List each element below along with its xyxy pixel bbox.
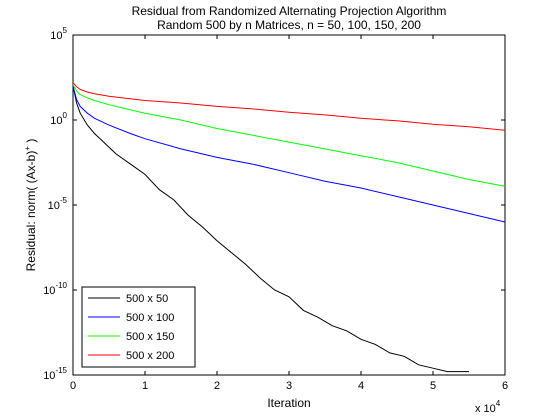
y-tick-label-1: 100 xyxy=(50,111,67,127)
x-axis-multiplier-exp: 4 xyxy=(496,399,501,408)
y-axis-label-main: Residual: norm( (Ax-b) xyxy=(24,151,38,272)
legend-label-2: 500 x 150 xyxy=(126,331,174,343)
y-tick-label-0: 105 xyxy=(50,26,67,42)
series-line-3 xyxy=(72,82,506,131)
y-tick-label-4: 10-15 xyxy=(43,366,67,382)
chart-subtitle: Random 500 by n Matrices, n = 50, 100, 1… xyxy=(157,18,421,32)
y-tick-label-2: 10-5 xyxy=(48,196,68,212)
legend-items: 500 x 50 500 x 100 500 x 150 500 x 200 xyxy=(88,293,174,362)
x-axis-ticks: 0 1 2 3 4 5 6 xyxy=(70,35,508,392)
x-axis-multiplier-base: x 10 xyxy=(475,403,496,415)
x-tick-label-4: 4 xyxy=(358,380,364,392)
y-tick-label-3: 10-10 xyxy=(43,281,67,297)
x-tick-label-6: 6 xyxy=(502,380,508,392)
x-tick-label-2: 2 xyxy=(214,380,220,392)
x-tick-label-1: 1 xyxy=(142,380,148,392)
x-tick-label-0: 0 xyxy=(70,380,76,392)
series-line-0 xyxy=(72,85,469,373)
series-line-1 xyxy=(72,85,506,223)
legend-label-1: 500 x 100 xyxy=(126,312,174,324)
y-axis-label: Residual: norm( (Ax-b)+ ) xyxy=(23,139,38,272)
x-axis-multiplier: x 104 xyxy=(475,399,501,415)
legend-label-3: 500 x 200 xyxy=(126,350,174,362)
y-axis-label-end: ) xyxy=(24,139,38,146)
chart-title: Residual from Randomized Alternating Pro… xyxy=(132,4,447,18)
legend: 500 x 50 500 x 100 500 x 150 500 x 200 xyxy=(81,286,196,368)
y-axis-ticks: 105 100 10-5 10-10 10-15 xyxy=(43,26,505,382)
x-tick-label-3: 3 xyxy=(286,380,292,392)
series-layer xyxy=(72,82,506,373)
legend-box xyxy=(81,286,196,368)
x-axis-label: Iteration xyxy=(267,396,310,410)
x-tick-label-5: 5 xyxy=(430,380,436,392)
legend-label-0: 500 x 50 xyxy=(126,293,168,305)
series-line-2 xyxy=(72,84,506,187)
y-axis-label-sup: + xyxy=(23,146,32,151)
